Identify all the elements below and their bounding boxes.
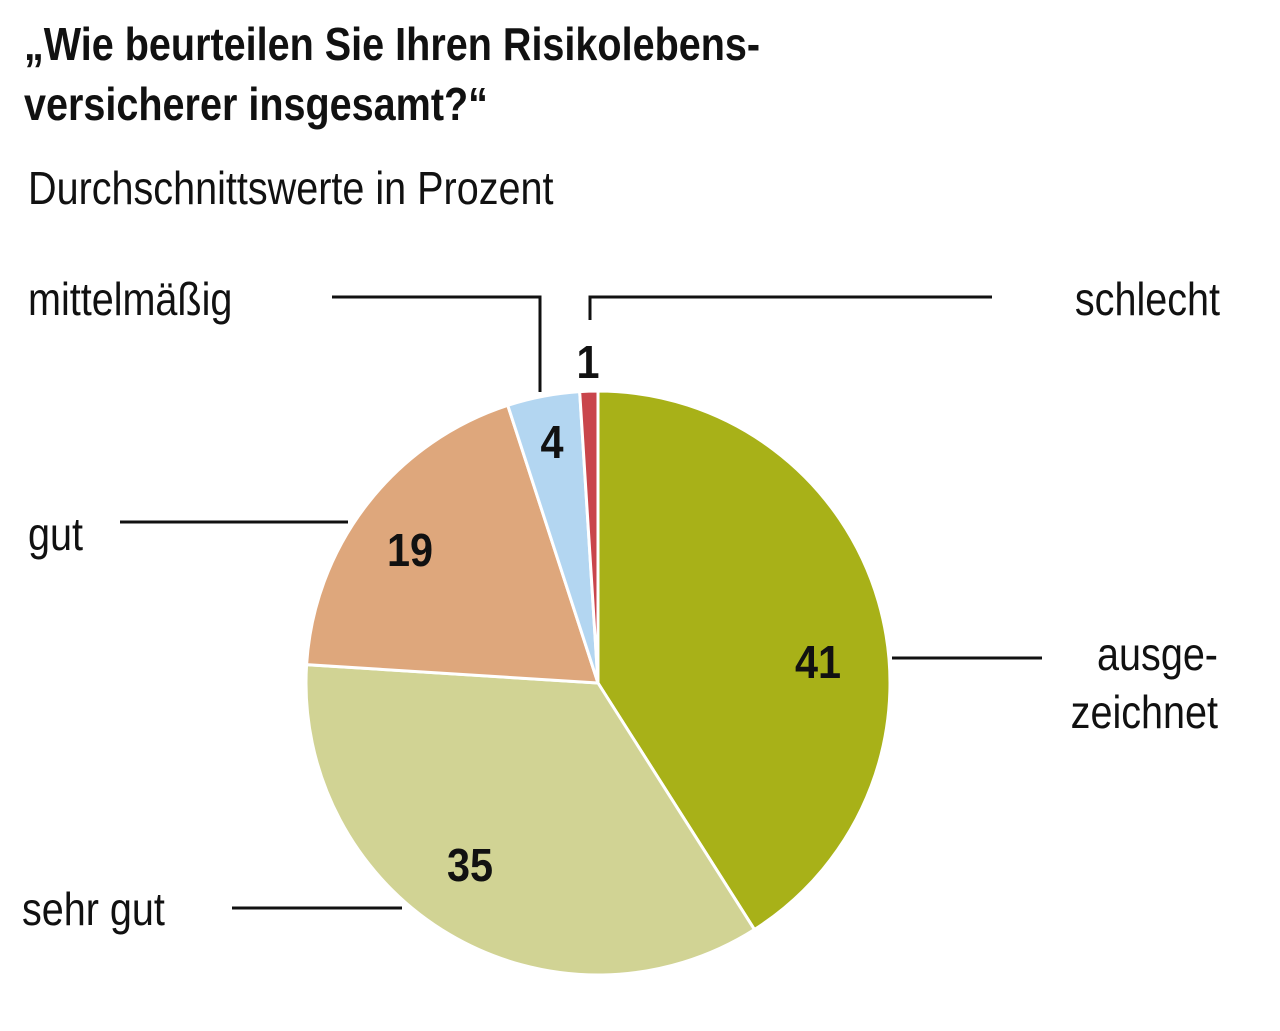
category-label-2: gut [28,509,83,560]
chart-title: „Wie beurteilen Sie Ihren Risikolebens- … [24,14,1039,134]
pie-slice-2 [304,403,601,685]
value-label-4: 1 [576,337,599,389]
category-label-4: schlecht [1075,274,1220,325]
category-label-1: sehr gut [22,884,165,935]
pie-slice-0 [596,389,892,932]
value-label-1: 35 [447,840,493,892]
value-label-2: 19 [387,525,433,577]
chart-title-line-1: „Wie beurteilen Sie Ihren Risikolebens- [24,18,761,70]
value-label-0: 41 [795,637,841,689]
category-label-0-line-0: ausge- [1097,629,1218,680]
value-label-3: 4 [540,417,564,469]
pie-slice-1 [304,663,757,977]
leader-line-3 [332,295,542,392]
category-label-0-line-1: zeichnet [1071,687,1218,738]
chart-subtitle: Durchschnittswerte in Prozent [28,162,554,214]
pie-slice-4 [578,389,600,684]
leader-line-4 [588,295,992,320]
category-label-3: mittelmäßig [28,274,232,325]
chart-title-line-2: versicherer insgesamt?“ [24,78,488,130]
